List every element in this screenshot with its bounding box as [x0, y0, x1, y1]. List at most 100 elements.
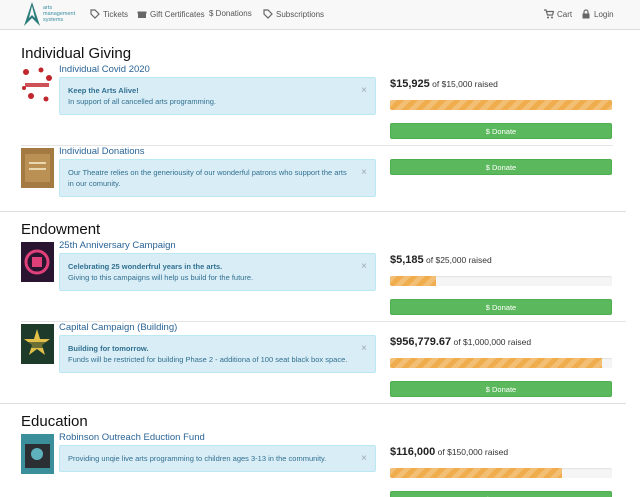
campaign-image: [21, 324, 54, 364]
campaign-title[interactable]: Capital Campaign (Building): [59, 322, 178, 333]
amount: $956,779.67 of $1,000,000 raised: [390, 335, 612, 349]
amount: $15,925 of $15,000 raised: [390, 77, 612, 91]
campaign-info: Capital Campaign (Building) Building for …: [59, 322, 376, 403]
campaign-title[interactable]: 25th Anniversary Campaign: [59, 240, 176, 251]
icon: [582, 9, 590, 19]
goal-amount: of $150,000 raised: [437, 447, 509, 457]
nav-link[interactable]: Gift Certificates: [137, 9, 205, 19]
raised-amount: $15,925: [390, 78, 430, 90]
campaign-image: [21, 148, 54, 188]
campaign: Individual Covid 2020 Keep the Arts Alive…: [21, 64, 613, 145]
campaign-image: [21, 66, 54, 106]
goal-amount: of $15,000 raised: [432, 79, 498, 89]
section: Endowment 25th Anniversary Campaign Celebr…: [0, 211, 626, 403]
section: Individual Giving Individual Covid 2020 Ke…: [21, 44, 613, 211]
progress-bar: [390, 468, 612, 478]
logo-line: management: [43, 11, 76, 17]
icon: [137, 11, 147, 18]
goal-amount: of $1,000,000 raised: [453, 337, 532, 347]
logo-text: arts management systems: [43, 5, 75, 26]
nav-link[interactable]: Cart: [544, 9, 572, 19]
nav-link-text: $ Donations: [209, 9, 252, 18]
campaign-progress: $ Donate: [390, 146, 612, 211]
nav-link-text: Gift Certificates: [150, 9, 205, 19]
section: Education Robinson Outreach Eduction Fund…: [0, 403, 626, 497]
alert-text: Providing unqie live arts programming to…: [68, 454, 327, 463]
icon: [90, 9, 100, 19]
logo-line: systems: [43, 17, 64, 23]
alert-heading: Keep the Arts Alive!: [68, 86, 139, 95]
alert-text: In support of all cancelled arts program…: [68, 97, 216, 106]
progress-bar: [390, 276, 612, 286]
close-button[interactable]: ×: [361, 453, 367, 464]
nav-link-text: Tickets: [103, 9, 129, 19]
campaign-progress: $15,925 of $15,000 raised $ Donate: [390, 64, 612, 145]
main-content: Individual Giving Individual Covid 2020 Ke…: [0, 30, 626, 497]
campaign: Capital Campaign (Building) Building for …: [21, 321, 626, 403]
navbar: arts management systems Tickets Gift Certif…: [0, 0, 640, 30]
nav-link[interactable]: $ Donations: [209, 9, 252, 18]
campaign-image: [21, 434, 54, 474]
logo-icon: [24, 2, 40, 26]
progress-fill: [390, 468, 562, 478]
alert-text: Funds will be restricted for building Ph…: [68, 355, 348, 364]
campaign-title[interactable]: Individual Donations: [59, 146, 145, 157]
progress-fill: [390, 358, 603, 368]
alert-text: Our Theatre relies on the generiousity o…: [68, 168, 347, 188]
icon: [544, 9, 554, 19]
donate-button[interactable]: $ Donate: [390, 123, 612, 139]
campaign-info: Individual Donations Our Theatre relies o…: [59, 146, 376, 211]
raised-amount: $956,779.67: [390, 336, 452, 348]
progress-fill: [390, 100, 612, 110]
alert-heading: Celebrating 25 wonderfrul years in the a…: [68, 262, 223, 271]
alert: Celebrating 25 wonderfrul years in the a…: [59, 253, 376, 291]
nav-link[interactable]: Tickets: [90, 9, 128, 19]
alert-text: Giving to this campaigns will help us bu…: [68, 273, 254, 282]
nav-link-text: Login: [594, 9, 614, 19]
campaign-info: 25th Anniversary Campaign Celebrating 25 …: [59, 240, 376, 321]
icon: [263, 9, 273, 19]
campaign-title[interactable]: Robinson Outreach Eduction Fund: [59, 432, 205, 443]
donate-button[interactable]: $ Donate: [390, 159, 612, 175]
goal-amount: of $25,000 raised: [426, 255, 492, 265]
section-title: Endowment: [21, 221, 101, 238]
close-button[interactable]: ×: [361, 343, 367, 354]
alert: Providing unqie live arts programming to…: [59, 445, 376, 472]
campaign-info: Individual Covid 2020 Keep the Arts Alive…: [59, 64, 376, 145]
progress-fill: [390, 276, 437, 286]
amount: $116,000 of $150,000 raised: [390, 445, 612, 459]
raised-amount: $116,000: [390, 446, 436, 458]
logo-line: arts: [43, 5, 53, 11]
alert-heading: Building for tomorrow.: [68, 344, 149, 353]
nav-link[interactable]: Subscriptions: [263, 9, 324, 19]
nav-link[interactable]: Login: [581, 9, 614, 19]
alert: Keep the Arts Alive! In support of all ca…: [59, 77, 376, 115]
campaign: 25th Anniversary Campaign Celebrating 25 …: [21, 240, 626, 321]
alert: Our Theatre relies on the generiousity o…: [59, 159, 376, 197]
section-title: Education: [21, 413, 88, 430]
nav-link-text: Cart: [557, 9, 573, 19]
progress-bar: [390, 358, 612, 368]
donate-button[interactable]: $ Donate: [390, 381, 612, 397]
close-button[interactable]: ×: [361, 85, 367, 96]
raised-amount: $5,185: [390, 254, 424, 266]
campaign-progress: $116,000 of $150,000 raised $ Donate: [390, 432, 612, 497]
close-button[interactable]: ×: [361, 167, 367, 178]
logo[interactable]: arts management systems: [24, 2, 75, 26]
campaign-progress: $956,779.67 of $1,000,000 raised $ Donate: [390, 322, 612, 403]
nav-link-text: Subscriptions: [276, 9, 325, 19]
alert: Building for tomorrow. Funds will be rest…: [59, 335, 376, 373]
progress-bar: [390, 100, 612, 110]
donate-button[interactable]: $ Donate: [390, 299, 612, 315]
campaign-info: Robinson Outreach Eduction Fund Providing…: [59, 432, 376, 497]
campaign-progress: $5,185 of $25,000 raised $ Donate: [390, 240, 612, 321]
campaign: Individual Donations Our Theatre relies o…: [21, 145, 613, 211]
campaign-title[interactable]: Individual Covid 2020: [59, 64, 150, 75]
campaign-image: [21, 242, 54, 282]
campaign: Robinson Outreach Eduction Fund Providing…: [21, 432, 626, 497]
close-button[interactable]: ×: [361, 261, 367, 272]
section-title: Individual Giving: [21, 45, 132, 62]
donate-button[interactable]: $ Donate: [390, 491, 612, 497]
amount: $5,185 of $25,000 raised: [390, 253, 612, 267]
